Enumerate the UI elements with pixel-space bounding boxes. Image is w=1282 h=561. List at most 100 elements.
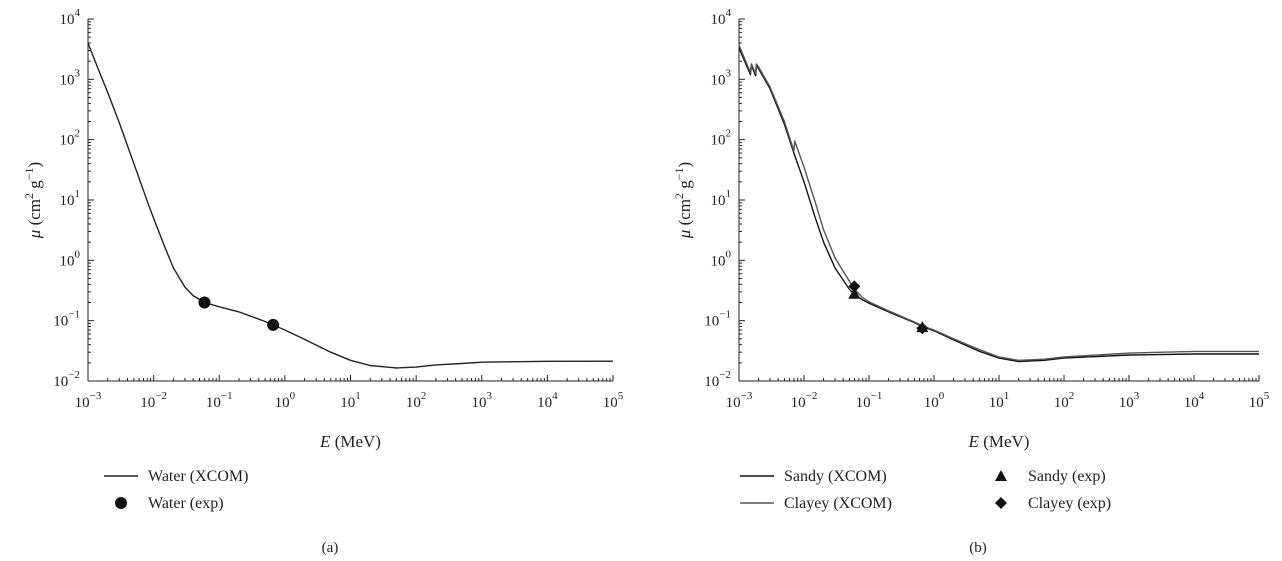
y-tick-exponent: 3 [75,67,81,79]
x-tick-base: 10 [791,395,806,411]
y-tick-label: 103 [711,67,732,88]
y-tick-exponent: 2 [726,128,732,140]
y-tick-base: 10 [711,133,726,149]
y-tick-base: 10 [711,253,726,269]
series-line-1 [738,44,1259,361]
y-tick-label: 101 [711,188,732,209]
legend-label: Clayey (exp) [1028,495,1111,512]
legend-label: Water (XCOM) [148,468,248,485]
x-tick-exponent: 3 [487,390,493,402]
x-tick-label: 102 [406,390,427,411]
x-tick-label: 10−2 [140,390,167,411]
x-tick-base: 10 [856,395,871,411]
y-tick-exponent: −1 [719,309,731,321]
x-tick-base: 10 [75,395,90,411]
y-tick-exponent: 0 [726,248,732,260]
legend-label: Clayey (XCOM) [784,495,892,512]
x-tick-label: 105 [603,390,624,411]
x-tick-exponent: 0 [939,390,945,402]
x-tick-exponent: 2 [421,390,427,402]
y-tick-exponent: 1 [726,188,732,200]
y-axis-symbol: μ [25,230,44,240]
series-line-0 [738,47,1259,363]
x-tick-base: 10 [1249,395,1264,411]
y-tick-exponent: 3 [726,67,732,79]
x-tick-label: 102 [1054,390,1075,411]
legend-diamond-swatch [995,497,1007,509]
x-tick-exponent: 3 [1134,390,1140,402]
y-tick-exponent: −2 [719,369,731,381]
x-tick-exponent: 4 [552,390,558,402]
x-tick-base: 10 [1054,395,1069,411]
y-tick-base: 10 [711,12,726,28]
x-tick-label: 10−2 [791,390,818,411]
y-tick-base: 10 [53,374,68,390]
panel-a: 10−3 10−2 10−1 100 101 102 103 104 10510−210−110… [22,7,624,556]
x-axis-unit: (MeV) [979,432,1030,451]
x-tick-label: 100 [924,390,945,411]
y-axis-unit-g: g [25,180,44,193]
y-tick-label: 10−1 [53,309,80,330]
y-axis-label: μ (cm2 g−1) [22,162,44,239]
data-point-diamond [916,322,929,335]
x-tick-exponent: −3 [90,390,102,402]
x-tick-base: 10 [603,395,618,411]
x-tick-base: 10 [1119,395,1134,411]
x-tick-exponent: 1 [1004,390,1010,402]
x-tick-exponent: 1 [355,390,361,402]
data-point-triangle [848,287,861,299]
x-tick-label: 101 [989,390,1010,411]
x-axis-label: E (MeV) [968,432,1030,451]
y-tick-label: 100 [711,248,732,269]
x-tick-label: 103 [1119,390,1140,411]
x-tick-base: 10 [275,395,290,411]
y-axis-unit-end: ) [675,162,694,168]
x-tick-label: 101 [340,390,361,411]
x-tick-exponent: 0 [290,390,296,402]
y-tick-label: 104 [60,7,81,28]
y-tick-label: 101 [60,188,81,209]
x-tick-label: 10−3 [726,390,753,411]
x-tick-base: 10 [406,395,421,411]
y-tick-exponent: 2 [75,128,81,140]
y-tick-base: 10 [704,374,719,390]
y-axis-sup: −1 [22,167,36,180]
legend-label: Sandy (XCOM) [784,468,887,485]
x-axis-symbol: E [968,432,980,451]
y-tick-base: 10 [60,193,75,209]
series-line-0 [87,42,614,369]
x-tick-label: 10−1 [206,390,233,411]
y-tick-label: 103 [60,67,81,88]
y-tick-base: 10 [711,72,726,88]
x-tick-label: 104 [537,390,558,411]
x-tick-label: 104 [1184,390,1205,411]
x-tick-exponent: 5 [618,390,624,402]
x-tick-base: 10 [472,395,487,411]
x-tick-exponent: −2 [155,390,167,402]
y-axis-sup: 2 [672,193,686,199]
y-tick-exponent: 4 [726,7,732,19]
x-tick-label: 105 [1249,390,1270,411]
y-tick-base: 10 [711,193,726,209]
x-tick-exponent: −1 [871,390,883,402]
x-tick-base: 10 [726,395,741,411]
y-tick-base: 10 [60,12,75,28]
y-tick-base: 10 [60,133,75,149]
x-tick-base: 10 [340,395,355,411]
y-tick-exponent: −1 [68,309,80,321]
x-tick-exponent: 4 [1199,390,1205,402]
y-tick-label: 10−1 [704,309,731,330]
y-tick-exponent: 4 [75,7,81,19]
y-tick-label: 100 [60,248,81,269]
x-tick-exponent: 5 [1264,390,1270,402]
x-tick-exponent: 2 [1069,390,1075,402]
x-axis-label: E (MeV) [319,432,381,451]
y-tick-exponent: 1 [75,188,81,200]
x-tick-label: 103 [472,390,493,411]
y-tick-label: 10−2 [53,369,80,390]
x-tick-label: 10−3 [75,390,102,411]
y-tick-exponent: 0 [75,248,81,260]
y-tick-base: 10 [60,253,75,269]
y-tick-base: 10 [60,72,75,88]
